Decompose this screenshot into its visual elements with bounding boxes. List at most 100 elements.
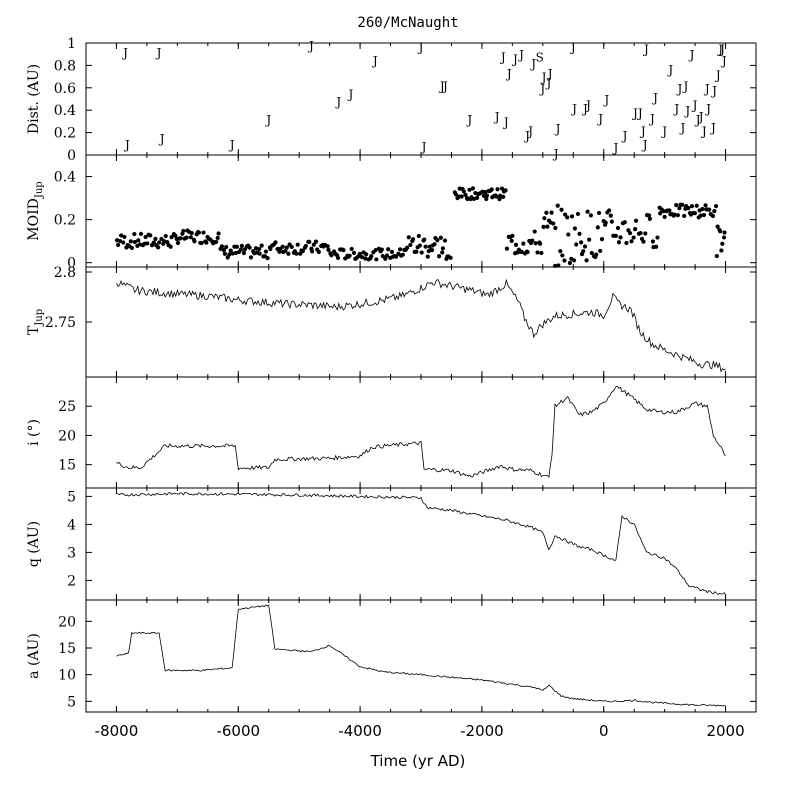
- data-point: [622, 220, 627, 225]
- data-point: [153, 236, 158, 241]
- data-point-label: J: [554, 122, 561, 136]
- data-point: [513, 242, 519, 247]
- y-tick-label: 15: [58, 458, 76, 474]
- data-point: [686, 206, 691, 211]
- data-point: [199, 240, 204, 246]
- data-point: [386, 247, 391, 252]
- data-point: [227, 252, 232, 257]
- data-point: [682, 213, 687, 219]
- data-point-label: J: [720, 54, 727, 68]
- data-point: [585, 209, 590, 214]
- data-point-label: J: [371, 54, 378, 68]
- data-point: [363, 256, 368, 261]
- data-point: [435, 238, 440, 243]
- data-point: [571, 258, 577, 263]
- y-tick-label: 0: [67, 148, 76, 164]
- data-point: [707, 207, 712, 212]
- data-point: [694, 203, 699, 208]
- data-point-label: J: [526, 124, 533, 138]
- data-point: [631, 235, 636, 240]
- data-point: [163, 233, 168, 239]
- data-point: [351, 250, 357, 255]
- data-point-label: J: [697, 110, 704, 124]
- data-point: [280, 244, 285, 249]
- data-point: [562, 258, 567, 263]
- panel-q: 2 3 4 5 q (AU): [26, 487, 757, 601]
- data-point: [560, 253, 565, 258]
- data-point: [662, 214, 667, 219]
- data-point: [221, 248, 227, 253]
- data-point: [588, 213, 593, 218]
- data-point: [532, 229, 537, 234]
- data-point: [429, 248, 435, 253]
- data-point: [703, 203, 708, 208]
- data-point: [303, 243, 308, 249]
- data-point: [501, 194, 506, 200]
- data-point: [438, 235, 443, 240]
- data-point: [128, 239, 133, 244]
- data-point: [525, 249, 530, 255]
- data-point-label: J: [438, 80, 445, 94]
- data-point-label: J: [569, 40, 576, 54]
- data-point: [574, 242, 579, 247]
- data-point: [519, 249, 524, 255]
- data-point: [541, 224, 546, 229]
- data-point: [394, 254, 399, 259]
- data-point-label: J: [545, 76, 552, 90]
- y-axis-label: Dist. (AU): [26, 64, 42, 134]
- data-point: [257, 251, 262, 256]
- data-point: [222, 251, 227, 256]
- data-point: [555, 203, 560, 208]
- y-axis-label: i (°): [26, 419, 42, 446]
- data-point: [357, 251, 362, 256]
- y-tick-label: 5: [67, 694, 76, 710]
- data-point: [414, 249, 419, 254]
- data-point: [426, 248, 431, 254]
- data-point: [710, 213, 715, 219]
- data-point: [499, 186, 505, 191]
- data-point: [425, 254, 430, 259]
- data-point: [654, 244, 659, 249]
- data-point: [310, 249, 315, 254]
- data-point: [168, 244, 173, 249]
- data-point: [553, 225, 558, 231]
- x-tick-label: -2000: [460, 722, 504, 740]
- data-point-label: J: [465, 113, 472, 127]
- data-point: [189, 230, 194, 236]
- data-point: [173, 233, 178, 238]
- data-point: [641, 239, 646, 244]
- data-point-label: J: [612, 141, 619, 155]
- data-point: [448, 255, 453, 260]
- data-point: [419, 250, 424, 255]
- data-point: [398, 247, 403, 252]
- data-point-label: J: [703, 82, 710, 96]
- data-point: [713, 204, 719, 209]
- data-point: [273, 240, 278, 245]
- data-point: [294, 251, 299, 256]
- panel-frame: [85, 154, 757, 268]
- data-point: [584, 258, 589, 263]
- data-point: [633, 227, 638, 232]
- data-point-label: J: [570, 102, 577, 116]
- data-point: [442, 238, 448, 243]
- data-point: [289, 244, 294, 250]
- data-point-label: J: [651, 91, 658, 105]
- data-point-label: J: [264, 113, 271, 127]
- data-point: [627, 231, 633, 236]
- y-tick-label: 10: [58, 668, 76, 684]
- data-point: [219, 244, 225, 249]
- y-tick-label: 20: [58, 428, 76, 444]
- data-point: [544, 210, 549, 215]
- data-point: [122, 234, 127, 240]
- data-point: [311, 242, 316, 247]
- y-tick-label: 2: [67, 573, 76, 589]
- data-point-label: J: [307, 39, 314, 53]
- series-line: [116, 278, 726, 373]
- data-point-label: J: [123, 138, 130, 152]
- data-point: [569, 214, 575, 219]
- data-point: [533, 241, 538, 246]
- data-point: [712, 209, 717, 214]
- panel-frame: [85, 487, 757, 601]
- data-point: [253, 246, 259, 251]
